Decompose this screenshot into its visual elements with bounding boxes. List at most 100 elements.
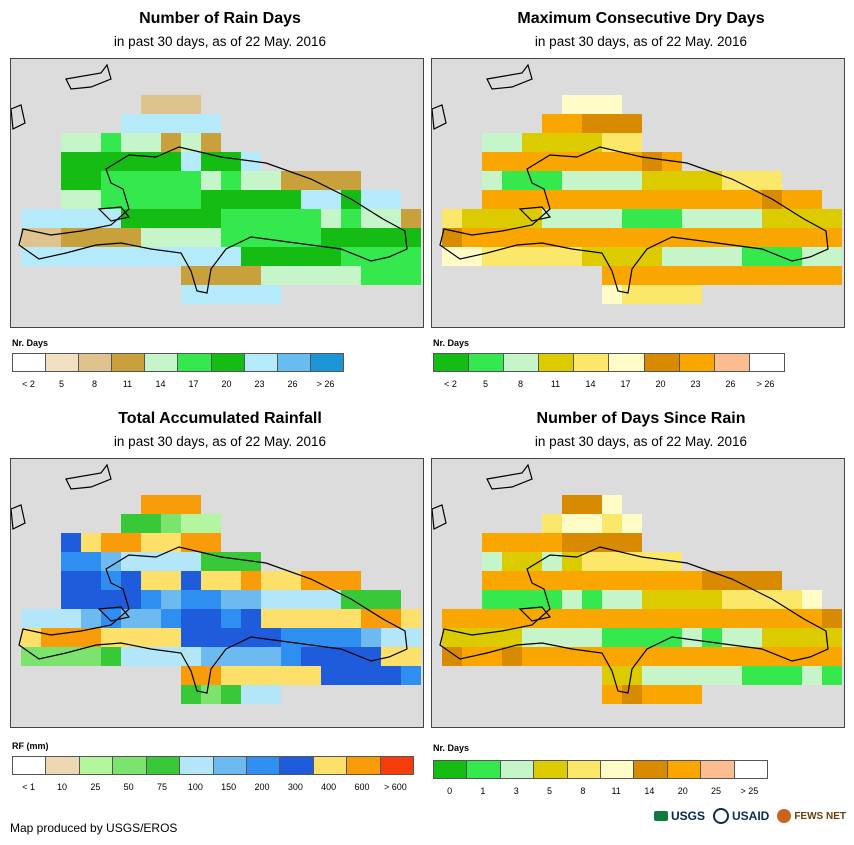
legend-swatch	[734, 761, 768, 778]
map-cell	[341, 609, 361, 628]
map-cell	[201, 247, 221, 266]
map-cell	[201, 685, 221, 704]
map-cell	[221, 685, 241, 704]
map-cell	[602, 228, 622, 247]
legend-label: 1	[480, 786, 486, 796]
map-cell	[562, 647, 582, 666]
legend-label: 20	[221, 379, 232, 389]
map-cell	[101, 190, 121, 209]
map-cell	[502, 533, 522, 552]
map-cell	[762, 209, 782, 228]
map-cell	[161, 552, 181, 571]
usgs-logo: USGS	[653, 809, 705, 823]
map-cell	[802, 190, 822, 209]
map-cell	[221, 571, 241, 590]
map-cell	[21, 647, 41, 666]
map-cell	[101, 552, 121, 571]
legend-label: 300	[287, 782, 303, 792]
map-cell	[201, 228, 221, 247]
map-cell	[281, 666, 301, 685]
map-cell	[141, 209, 161, 228]
map-cell	[41, 628, 61, 647]
map-cell	[61, 209, 81, 228]
map-cell	[221, 647, 241, 666]
legend-label: 75	[156, 782, 168, 792]
map-cell	[141, 228, 161, 247]
map-cell	[642, 609, 662, 628]
map-cell	[582, 628, 602, 647]
map-cell	[622, 666, 642, 685]
map-cell	[241, 685, 261, 704]
map-cell	[622, 552, 642, 571]
map-cell	[562, 495, 582, 514]
map-cell	[502, 571, 522, 590]
map-cell	[562, 114, 582, 133]
map-cell	[522, 647, 542, 666]
legend-label: 11	[122, 379, 133, 389]
map-cell	[622, 114, 642, 133]
map-cell	[21, 209, 41, 228]
map-cell	[582, 590, 602, 609]
map-cell	[281, 171, 301, 190]
map-cell	[301, 666, 321, 685]
legend-swatch	[434, 761, 468, 778]
map-cell	[502, 228, 522, 247]
map-cell	[442, 609, 462, 628]
map-frame	[431, 58, 845, 328]
legend-label: 20	[655, 379, 666, 389]
legend-label: < 2	[22, 379, 35, 389]
map-cell	[161, 609, 181, 628]
map-cell	[261, 247, 281, 266]
map-cell	[201, 514, 221, 533]
map-cell	[181, 190, 201, 209]
legend-swatch	[380, 757, 414, 774]
map-cell	[301, 247, 321, 266]
map-cell	[241, 247, 261, 266]
map-cell	[482, 247, 502, 266]
map-cell	[161, 152, 181, 171]
map-cell	[502, 647, 522, 666]
map-cell	[562, 209, 582, 228]
map-cell	[482, 209, 502, 228]
map-cell	[802, 266, 822, 285]
map-cell	[261, 209, 281, 228]
legend-label: > 600	[383, 782, 407, 792]
map-cell	[61, 171, 81, 190]
hispaniola-outline	[439, 146, 829, 294]
island-outline	[518, 206, 552, 222]
legend-label: < 1	[22, 782, 36, 792]
map-cell	[161, 247, 181, 266]
island-outline	[11, 504, 26, 530]
map-cell	[702, 171, 722, 190]
map-cell	[722, 190, 742, 209]
hispaniola-outline	[18, 546, 408, 694]
map-cell	[301, 228, 321, 247]
map-cell	[742, 628, 762, 647]
map-cell	[341, 209, 361, 228]
map-cell	[281, 590, 301, 609]
map-cell	[381, 666, 401, 685]
map-cell	[522, 628, 542, 647]
legend-swatch	[79, 354, 113, 371]
legend-label: 3	[513, 786, 519, 796]
map-cell	[161, 495, 181, 514]
map-cell	[121, 647, 141, 666]
map-cell	[662, 190, 682, 209]
legend-label: 50	[123, 782, 134, 792]
map-cell	[241, 609, 261, 628]
map-cell	[682, 228, 702, 247]
map-cell	[562, 628, 582, 647]
map-cell	[762, 228, 782, 247]
map-cell	[822, 647, 842, 666]
map-cell	[181, 552, 201, 571]
map-cell	[562, 152, 582, 171]
map-cell	[542, 571, 562, 590]
map-cell	[81, 609, 101, 628]
map-cell	[261, 285, 281, 304]
legend-swatch	[644, 354, 680, 371]
map-frame	[10, 458, 424, 728]
map-cell	[782, 647, 802, 666]
map-cell	[181, 247, 201, 266]
map-cell	[682, 685, 702, 704]
map-cell	[161, 228, 181, 247]
